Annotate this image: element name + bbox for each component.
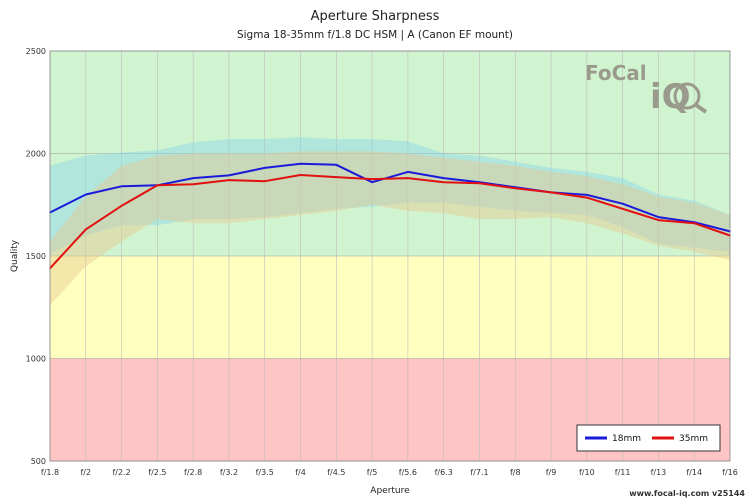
- y-tick-label-1: 1000: [26, 355, 46, 364]
- x-tick-label-10: f/5.6: [399, 468, 417, 477]
- x-tick-label-12: f/7.1: [470, 468, 488, 477]
- x-tick-label-7: f/4: [295, 468, 306, 477]
- error-bands: [50, 137, 730, 306]
- legend-label-35mm: 35mm: [679, 434, 708, 444]
- x-tick-label-13: f/8: [510, 468, 521, 477]
- legend-label-18mm: 18mm: [612, 434, 641, 444]
- data-point-18mm-4: [192, 177, 194, 179]
- series-line-35mm: [49, 174, 731, 269]
- plot-border: [49, 50, 731, 462]
- data-point-35mm-10: [407, 177, 409, 179]
- data-point-18mm-11: [442, 177, 445, 179]
- footer-credit: www.focal-iq.com v25144: [629, 489, 745, 498]
- series-lines: [49, 162, 731, 270]
- x-tick-label-19: f/16: [722, 468, 738, 477]
- error-band-35mm: [50, 151, 730, 306]
- data-point-18mm-2: [120, 185, 123, 188]
- data-point-35mm-2: [120, 204, 123, 207]
- chart-title: Aperture Sharpness: [311, 9, 440, 24]
- data-point-18mm-9: [371, 181, 373, 183]
- data-point-35mm-7: [299, 174, 302, 176]
- data-point-18mm-1: [84, 193, 87, 196]
- x-axis-ticks: f/1.8 f/2 f/2.2 f/2.5 f/2.8 f/3.2 f/3.5 f/4 f/4.…: [41, 468, 738, 477]
- data-point-35mm-1: [84, 228, 87, 231]
- x-tick-label-3: f/2.5: [148, 468, 166, 477]
- data-point-18mm-8: [335, 163, 338, 166]
- y-tick-label-0: 500: [31, 457, 46, 466]
- x-tick-label-11: f/6.3: [435, 468, 453, 477]
- x-tick-label-9: f/5: [367, 468, 378, 477]
- legend: 18mm 35mm: [576, 424, 721, 452]
- data-point-18mm-15: [586, 194, 588, 196]
- data-point-35mm-16: [621, 208, 624, 210]
- error-band-18mm: [50, 137, 730, 254]
- x-axis-label: Aperture: [370, 486, 410, 496]
- logo-handle-icon: [694, 103, 708, 114]
- data-point-35mm-3: [156, 184, 159, 187]
- y-axis-ticks: 500 1000 1500 2000 2500: [26, 47, 46, 466]
- data-point-18mm-5: [228, 174, 230, 177]
- data-point-35mm-12: [478, 182, 481, 185]
- logo-ring-icon: [673, 82, 701, 110]
- x-tick-label-18: f/14: [686, 468, 702, 477]
- data-point-35mm-18: [693, 222, 696, 224]
- y-tick-label-2: 1500: [26, 252, 46, 261]
- data-point-18mm-17: [657, 216, 660, 218]
- data-point-35mm-13: [514, 187, 517, 190]
- x-tick-label-16: f/11: [615, 468, 631, 477]
- data-point-35mm-11: [442, 181, 445, 183]
- y-tick-label-3: 2000: [26, 150, 46, 159]
- focal-iq-logo: FoCal iQ: [585, 61, 708, 117]
- data-point-35mm-6: [263, 180, 266, 182]
- x-tick-label-5: f/3.2: [220, 468, 238, 477]
- data-point-35mm-4: [192, 183, 194, 186]
- data-point-18mm-7: [299, 162, 302, 165]
- data-point-35mm-15: [586, 196, 588, 199]
- data-point-35mm-14: [550, 191, 552, 194]
- x-tick-label-15: f/10: [579, 468, 595, 477]
- x-tick-label-1: f/2: [80, 468, 91, 477]
- y-axis-label: Quality: [10, 239, 20, 272]
- x-tick-label-6: f/3.5: [256, 468, 274, 477]
- x-tick-label-14: f/9: [546, 468, 557, 477]
- x-tick-label-0: f/1.8: [41, 468, 59, 477]
- x-tick-label-17: f/13: [651, 468, 667, 477]
- logo-text-top: FoCal: [585, 61, 647, 85]
- series-line-18mm: [49, 162, 731, 233]
- x-tick-label-4: f/2.8: [184, 468, 202, 477]
- quality-zone-1: [50, 256, 730, 359]
- x-tick-label-2: f/2.2: [112, 468, 130, 477]
- data-point-35mm-8: [335, 176, 338, 178]
- x-tick-label-8: f/4.5: [327, 468, 345, 477]
- data-point-18mm-10: [407, 171, 409, 173]
- data-point-35mm-5: [228, 179, 230, 181]
- y-tick-label-4: 2500: [26, 47, 46, 56]
- data-point-18mm-16: [621, 202, 624, 205]
- data-point-35mm-9: [371, 178, 373, 180]
- data-point-18mm-6: [263, 167, 266, 169]
- chart-subtitle: Sigma 18-35mm f/1.8 DC HSM | A (Canon EF…: [237, 29, 513, 41]
- data-point-35mm-17: [657, 219, 660, 221]
